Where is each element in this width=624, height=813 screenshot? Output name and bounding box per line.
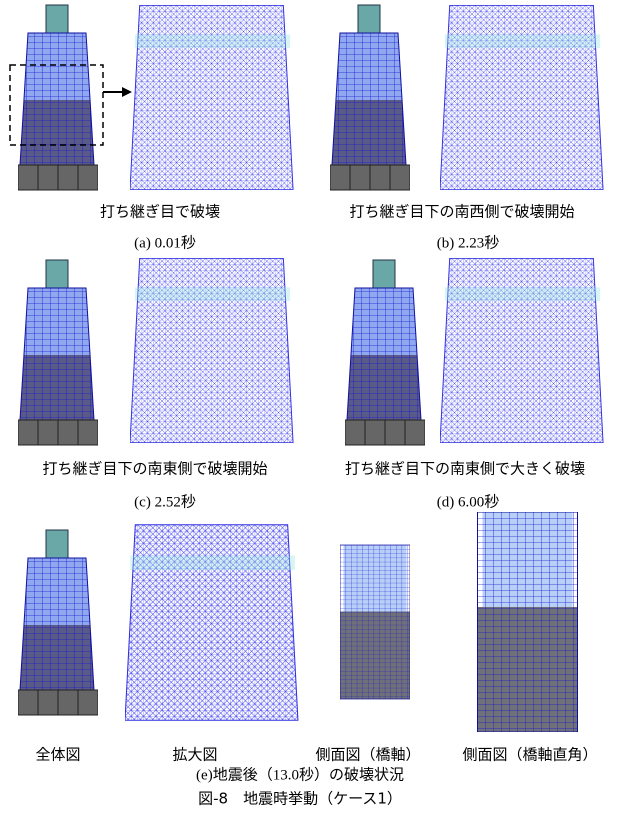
- view-label: 全体図: [35, 746, 80, 763]
- view-label: 拡大図: [172, 746, 217, 763]
- zoom-model: [130, 5, 293, 189]
- panel-description: 打ち継ぎ目下の南東側で大きく破壊: [345, 460, 585, 477]
- panel-description: 打ち継ぎ目下の南西側で破壊開始: [349, 203, 574, 220]
- view-label: 側面図（橋軸）: [315, 746, 420, 763]
- pier-model: [330, 5, 410, 190]
- panel-label: (a) 0.01秒: [134, 234, 196, 251]
- panel-label: (d) 6.00秒: [437, 493, 500, 510]
- side-view: [340, 545, 410, 699]
- zoom-model: [130, 258, 293, 442]
- figure: 打ち継ぎ目で破壊 (a) 0.01秒 打ち継ぎ目下の南西側で破壊開始 (b) 2…: [0, 0, 624, 808]
- panel-label: (b) 2.23秒: [437, 234, 500, 251]
- pier-model: [18, 530, 98, 715]
- panel-label: (c) 2.52秒: [134, 493, 196, 510]
- panel-description: 打ち継ぎ目で破壊: [100, 203, 220, 220]
- zoom-model: [440, 258, 603, 442]
- arrow-head: [122, 87, 132, 97]
- pier-model: [345, 260, 425, 445]
- panel-label: (e)地震後（13.0秒）の破壊状況: [196, 766, 404, 783]
- side-view: [478, 512, 578, 732]
- pier-model: [18, 5, 98, 190]
- zoom-model: [440, 5, 603, 189]
- figure-caption: 図-8 地震時挙動（ケース1）: [198, 790, 402, 808]
- zoom-model: [125, 525, 298, 721]
- page: {"panels": [ {"description": "打ち継ぎ目で破壊",…: [0, 0, 624, 808]
- panel-description: 打ち継ぎ目下の南東側で破壊開始: [42, 460, 267, 477]
- view-label: 側面図（橋軸直角）: [462, 746, 597, 763]
- pier-model: [18, 260, 98, 445]
